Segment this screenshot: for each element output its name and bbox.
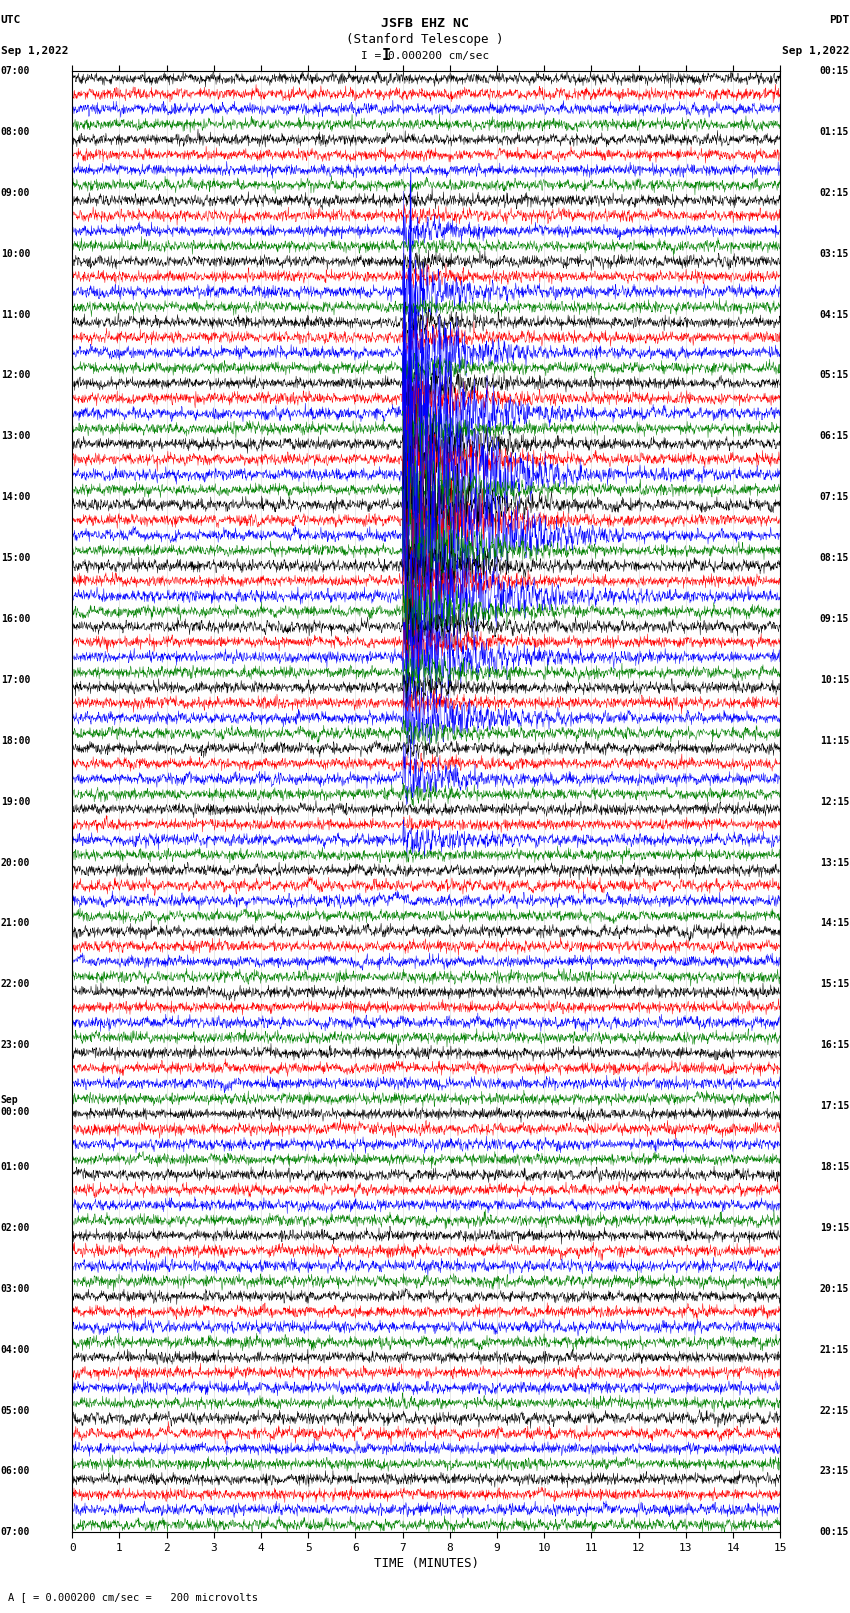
Text: 12:15: 12:15 — [819, 797, 849, 806]
Text: 21:00: 21:00 — [1, 918, 31, 929]
Text: 05:00: 05:00 — [1, 1405, 31, 1416]
Text: 11:15: 11:15 — [819, 736, 849, 745]
Text: 00:15: 00:15 — [819, 1528, 849, 1537]
Text: 07:00: 07:00 — [1, 66, 31, 76]
Text: 22:00: 22:00 — [1, 979, 31, 989]
Text: 07:15: 07:15 — [819, 492, 849, 502]
Text: 12:00: 12:00 — [1, 371, 31, 381]
Text: 02:15: 02:15 — [819, 187, 849, 198]
Text: 15:00: 15:00 — [1, 553, 31, 563]
Text: UTC: UTC — [1, 15, 21, 24]
Text: 19:00: 19:00 — [1, 797, 31, 806]
Text: Sep 1,2022: Sep 1,2022 — [782, 47, 849, 56]
Text: Sep
00:00: Sep 00:00 — [1, 1095, 31, 1116]
Text: 04:00: 04:00 — [1, 1345, 31, 1355]
Text: 16:00: 16:00 — [1, 615, 31, 624]
Text: 07:00: 07:00 — [1, 1528, 31, 1537]
Text: 03:15: 03:15 — [819, 248, 849, 258]
Text: 03:00: 03:00 — [1, 1284, 31, 1294]
Text: 23:15: 23:15 — [819, 1466, 849, 1476]
Text: Sep 1,2022: Sep 1,2022 — [1, 47, 68, 56]
Text: PDT: PDT — [829, 15, 849, 24]
Text: I = 0.000200 cm/sec: I = 0.000200 cm/sec — [361, 50, 489, 61]
Text: (Stanford Telescope ): (Stanford Telescope ) — [346, 32, 504, 47]
Text: 20:15: 20:15 — [819, 1284, 849, 1294]
Text: 18:00: 18:00 — [1, 736, 31, 745]
Text: 14:00: 14:00 — [1, 492, 31, 502]
Text: 09:15: 09:15 — [819, 615, 849, 624]
Text: 08:00: 08:00 — [1, 127, 31, 137]
Text: 05:15: 05:15 — [819, 371, 849, 381]
Text: 02:00: 02:00 — [1, 1223, 31, 1232]
Text: 21:15: 21:15 — [819, 1345, 849, 1355]
Text: 18:15: 18:15 — [819, 1161, 849, 1173]
Text: 01:15: 01:15 — [819, 127, 849, 137]
Text: 14:15: 14:15 — [819, 918, 849, 929]
Text: 10:00: 10:00 — [1, 248, 31, 258]
Text: 01:00: 01:00 — [1, 1161, 31, 1173]
Text: 17:15: 17:15 — [819, 1102, 849, 1111]
Text: 16:15: 16:15 — [819, 1040, 849, 1050]
Text: 06:15: 06:15 — [819, 431, 849, 442]
Text: 11:00: 11:00 — [1, 310, 31, 319]
Text: 06:00: 06:00 — [1, 1466, 31, 1476]
Text: 13:00: 13:00 — [1, 431, 31, 442]
Text: 09:00: 09:00 — [1, 187, 31, 198]
Text: 19:15: 19:15 — [819, 1223, 849, 1232]
Text: 23:00: 23:00 — [1, 1040, 31, 1050]
Text: 20:00: 20:00 — [1, 858, 31, 868]
X-axis label: TIME (MINUTES): TIME (MINUTES) — [374, 1557, 479, 1569]
Text: I: I — [382, 48, 391, 63]
Text: 15:15: 15:15 — [819, 979, 849, 989]
Text: 13:15: 13:15 — [819, 858, 849, 868]
Text: JSFB EHZ NC: JSFB EHZ NC — [381, 16, 469, 31]
Text: 08:15: 08:15 — [819, 553, 849, 563]
Text: 10:15: 10:15 — [819, 674, 849, 686]
Text: 00:15: 00:15 — [819, 66, 849, 76]
Text: 22:15: 22:15 — [819, 1405, 849, 1416]
Text: 17:00: 17:00 — [1, 674, 31, 686]
Text: A [ = 0.000200 cm/sec =   200 microvolts: A [ = 0.000200 cm/sec = 200 microvolts — [8, 1592, 258, 1602]
Text: 04:15: 04:15 — [819, 310, 849, 319]
